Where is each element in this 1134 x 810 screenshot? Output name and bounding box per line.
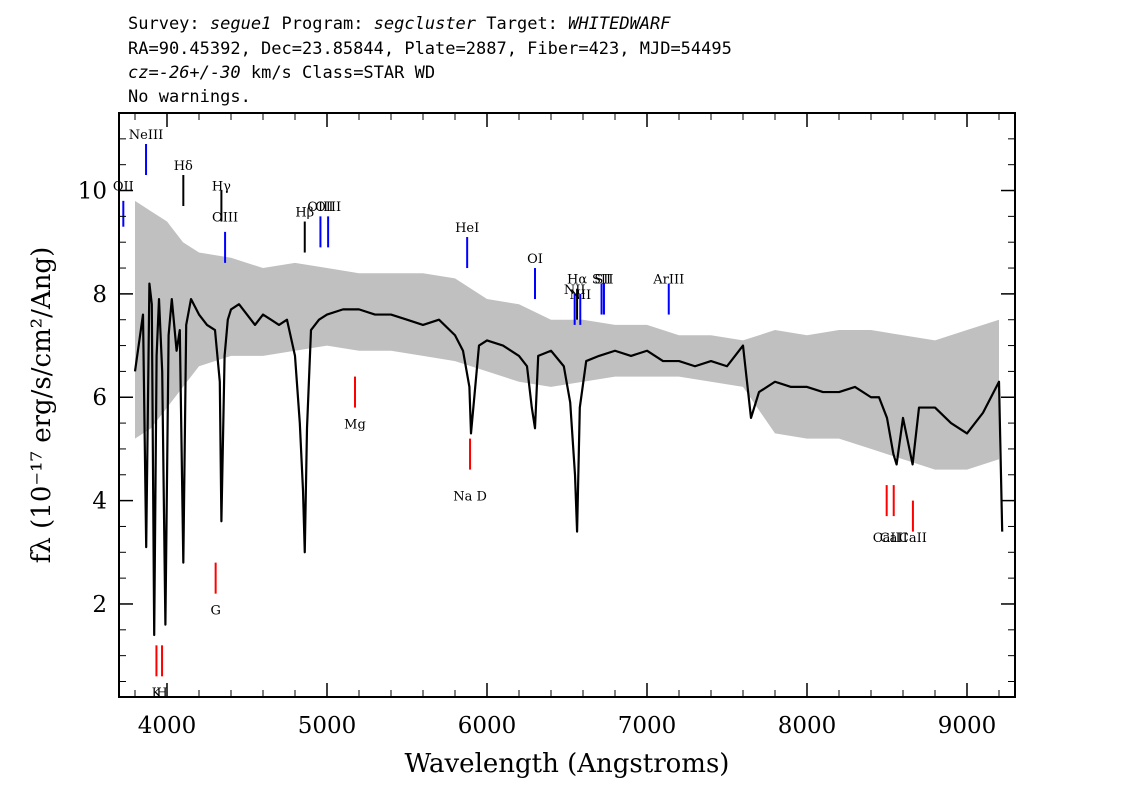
line-label-9: OI: [527, 252, 543, 267]
program-value: segcluster: [373, 14, 477, 34]
flux-series-line: [133, 282, 1004, 637]
line-label-5: Hβ: [295, 205, 314, 220]
line-label-15: ArIII: [652, 273, 684, 288]
line-label-20: Na D: [453, 490, 487, 505]
y-tick-label-1: 4: [92, 489, 107, 515]
line-label-19: Mg: [344, 417, 366, 432]
x-axis-title: Wavelength (Angstroms): [405, 749, 730, 779]
line-label-16: K: [152, 686, 162, 701]
x-tick-label-5: 9000: [938, 713, 997, 739]
line-label-14: SII: [594, 273, 613, 288]
program-label: Program:: [271, 14, 374, 34]
x-tick-label-3: 7000: [618, 713, 677, 739]
class-text: km/s Class=STAR WD: [240, 63, 436, 83]
line-label-1: NeIII: [129, 128, 163, 143]
line-label-21: CaII: [873, 531, 901, 546]
x-tick-label-4: 8000: [778, 713, 837, 739]
plot-frame: [118, 112, 1016, 698]
line-label-7: OIII: [315, 200, 341, 215]
line-label-13: SII: [592, 273, 611, 288]
line-label-3: Hγ: [212, 180, 231, 195]
line-label-12: NII: [569, 288, 591, 303]
line-label-2: Hδ: [174, 159, 193, 174]
line-label-0: OII: [113, 180, 134, 195]
header-line-3: cz=-26+/-30 km/s Class=STAR WD: [128, 63, 435, 83]
header-line-1: Survey: segue1 Program: segcluster Targe…: [128, 14, 671, 34]
x-tick-label-2: 6000: [458, 713, 517, 739]
y-tick-label-0: 2: [92, 592, 107, 618]
line-label-6: OIII: [307, 200, 333, 215]
survey-value: segue1: [209, 14, 272, 34]
header-line-4: No warnings.: [128, 87, 251, 107]
y-axis-title: fλ (10⁻¹⁷ erg/s/cm²/Ang): [27, 247, 57, 563]
y-tick-label-4: 10: [78, 179, 107, 205]
line-label-22: CaII: [880, 531, 908, 546]
cz-value: =-26+/-30: [148, 63, 241, 83]
axes-layer: 4000 5000 6000 7000 8000 9000 2 4 6 8 10: [78, 113, 1015, 739]
line-label-23: CaII: [899, 531, 927, 546]
line-label-17: H: [156, 686, 167, 701]
x-tick-label-0: 4000: [138, 713, 197, 739]
error-band: [135, 200, 999, 470]
cz-label: cz: [128, 63, 149, 83]
target-label: Target:: [476, 14, 569, 34]
survey-label: Survey:: [128, 14, 210, 34]
line-label-18: G: [210, 603, 220, 618]
line-label-8: HeI: [455, 221, 479, 236]
y-tick-label-2: 6: [92, 385, 107, 411]
target-value: WHITEDWARF: [568, 14, 671, 34]
y-tick-label-3: 8: [92, 282, 107, 308]
line-label-11: Hα: [567, 273, 587, 288]
header-line-2: RA=90.45392, Dec=23.85844, Plate=2887, F…: [128, 39, 732, 59]
line-label-4: OIII: [212, 211, 238, 226]
x-tick-label-1: 5000: [298, 713, 357, 739]
